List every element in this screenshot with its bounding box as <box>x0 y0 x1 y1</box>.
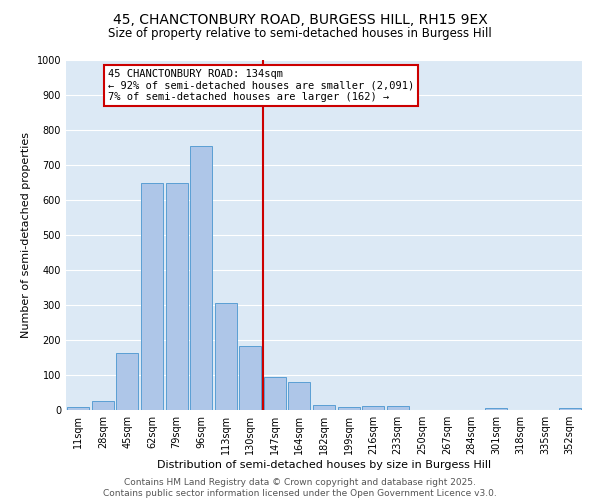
Bar <box>166 183 188 410</box>
Text: Size of property relative to semi-detached houses in Burgess Hill: Size of property relative to semi-detach… <box>108 28 492 40</box>
Bar <box>338 406 359 410</box>
Bar <box>264 377 286 410</box>
Text: Contains HM Land Registry data © Crown copyright and database right 2025.
Contai: Contains HM Land Registry data © Crown c… <box>103 478 497 498</box>
Y-axis label: Number of semi-detached properties: Number of semi-detached properties <box>21 132 31 338</box>
Bar <box>116 353 139 410</box>
X-axis label: Distribution of semi-detached houses by size in Burgess Hill: Distribution of semi-detached houses by … <box>157 460 491 470</box>
Bar <box>313 405 335 410</box>
Bar <box>362 406 384 410</box>
Bar <box>289 382 310 410</box>
Bar <box>190 146 212 410</box>
Bar <box>559 408 581 410</box>
Text: 45, CHANCTONBURY ROAD, BURGESS HILL, RH15 9EX: 45, CHANCTONBURY ROAD, BURGESS HILL, RH1… <box>113 12 487 26</box>
Bar <box>141 183 163 410</box>
Bar <box>215 303 237 410</box>
Bar <box>485 408 507 410</box>
Bar <box>67 407 89 410</box>
Bar <box>386 406 409 410</box>
Bar <box>239 346 262 410</box>
Text: 45 CHANCTONBURY ROAD: 134sqm
← 92% of semi-detached houses are smaller (2,091)
7: 45 CHANCTONBURY ROAD: 134sqm ← 92% of se… <box>108 68 414 102</box>
Bar <box>92 401 114 410</box>
